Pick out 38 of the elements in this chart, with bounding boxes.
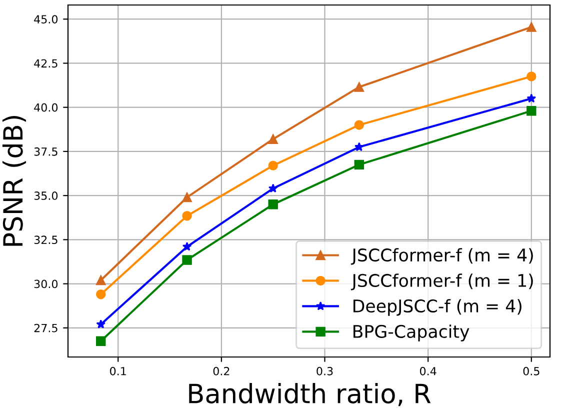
point xyxy=(268,160,278,170)
legend-label: JSCCformer-f (m = 4) xyxy=(350,248,533,265)
x-tick-label: 0.2 xyxy=(213,366,230,376)
legend-label: JSCCformer-f (m = 1) xyxy=(350,274,533,290)
point xyxy=(354,82,364,92)
y-tick-label: 42.5 xyxy=(34,59,58,68)
point xyxy=(268,134,278,144)
point xyxy=(182,255,192,265)
point xyxy=(526,72,536,82)
x-tick-label: 0.1 xyxy=(110,366,126,376)
y-tick-label: 27.5 xyxy=(34,324,58,332)
point xyxy=(96,319,106,328)
x-tick-label: 0.5 xyxy=(523,366,540,376)
y-tick-label: 40.0 xyxy=(34,103,58,112)
y-tick-label: 32.5 xyxy=(34,236,58,244)
point xyxy=(526,22,536,32)
point xyxy=(96,290,106,300)
x-tick-label: 0.4 xyxy=(420,366,436,376)
legend-label: DeepJSCC-f (m = 4) xyxy=(354,299,522,316)
y-axis-title: PSNR (dB) xyxy=(2,116,26,246)
y-tick-label: 35.0 xyxy=(34,192,58,200)
y-tick-label: 37.5 xyxy=(34,147,58,156)
point xyxy=(182,210,192,221)
y-tick-label: 45.0 xyxy=(34,15,58,24)
point xyxy=(526,106,536,116)
point xyxy=(354,160,364,170)
legend-label: BPG-Capacity xyxy=(354,324,470,342)
x-tick-label: 0.3 xyxy=(316,366,333,376)
x-axis-title: Bandwidth ratio, R xyxy=(189,383,431,406)
point xyxy=(96,275,106,286)
point xyxy=(354,120,364,130)
point xyxy=(182,192,192,202)
point xyxy=(268,200,278,210)
point xyxy=(526,94,536,103)
point xyxy=(96,336,106,346)
point xyxy=(268,184,278,193)
y-tick-label: 30.0 xyxy=(34,280,58,288)
point xyxy=(182,242,192,251)
